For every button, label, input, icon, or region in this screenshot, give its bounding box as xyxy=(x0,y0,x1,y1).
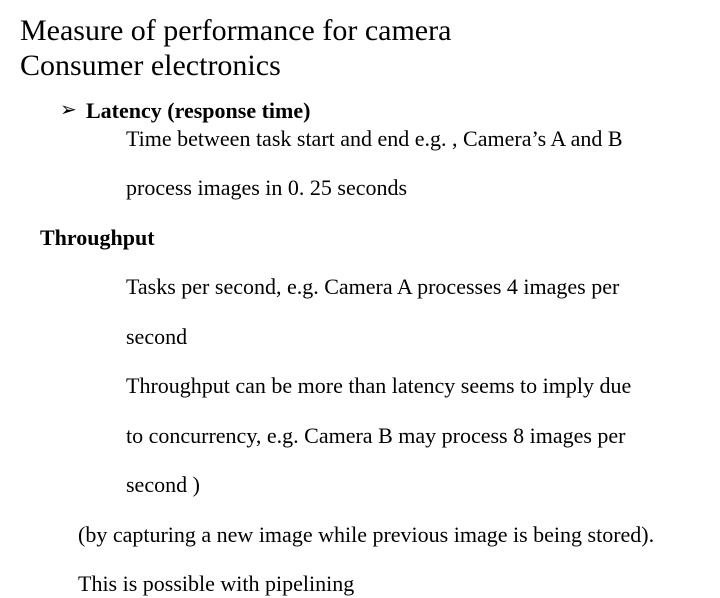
throughput-line-4: to concurrency, e.g. Camera B may proces… xyxy=(126,422,700,450)
title-line-1: Measure of performance for camera xyxy=(20,14,700,49)
throughput-heading: Throughput xyxy=(40,224,700,252)
latency-desc-2: process images in 0. 25 seconds xyxy=(126,174,700,202)
bullet-latency: ➢ Latency (response time) xyxy=(60,97,700,125)
latency-desc-1: Time between task start and end e.g. , C… xyxy=(126,125,700,153)
throughput-line-1: Tasks per second, e.g. Camera A processe… xyxy=(126,273,700,301)
title-line-2: Consumer electronics xyxy=(20,49,700,84)
throughput-line-7: This is possible with pipelining xyxy=(78,570,700,598)
slide-content: Measure of performance for camera Consum… xyxy=(0,0,720,598)
throughput-line-3: Throughput can be more than latency seem… xyxy=(126,372,700,400)
latency-heading: Latency (response time) xyxy=(86,97,310,125)
bullet-arrow-icon: ➢ xyxy=(60,97,86,125)
throughput-line-2: second xyxy=(126,323,700,351)
throughput-line-5: second ) xyxy=(126,471,700,499)
throughput-line-6: (by capturing a new image while previous… xyxy=(78,521,700,549)
